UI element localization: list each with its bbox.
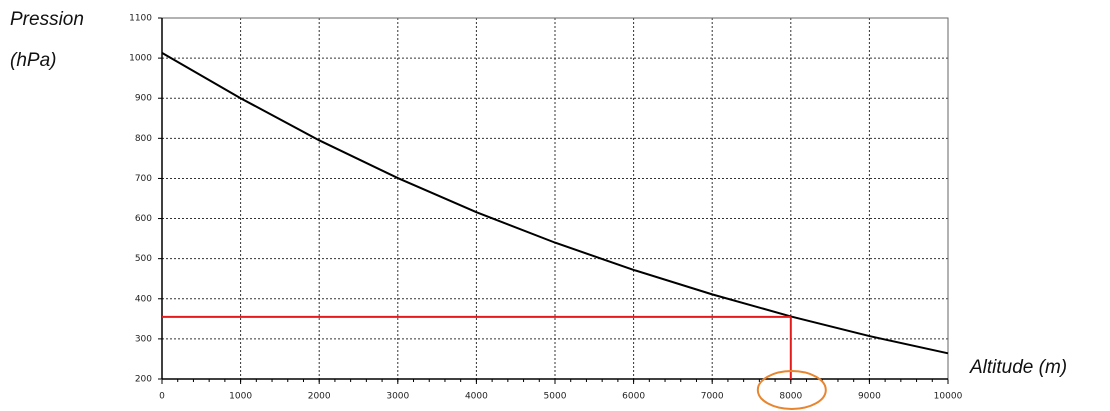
y-tick-label: 800 (135, 134, 152, 144)
x-axis-label: Altitude (m) (969, 357, 1067, 378)
x-tick-label: 2000 (308, 392, 331, 402)
x-tick-label: 5000 (544, 392, 567, 402)
y-tick-label: 1100 (129, 14, 152, 24)
reading-circle (756, 370, 827, 410)
y-tick-label: 500 (135, 254, 152, 264)
x-tick-label: 10000 (934, 392, 963, 402)
x-tick-label: 7000 (701, 392, 724, 402)
x-tick-label: 1000 (229, 392, 252, 402)
y-tick-label: 600 (135, 214, 152, 224)
x-tick-label: 3000 (386, 392, 409, 402)
y-tick-label: 400 (135, 294, 152, 304)
x-tick-label: 8000 (779, 392, 802, 402)
data-line (161, 52, 949, 355)
x-tick-label: 9000 (858, 392, 881, 402)
y-tick-label: 900 (135, 94, 152, 104)
y-axis-label: (hPa) (10, 50, 56, 71)
y-tick-label: 700 (135, 174, 152, 184)
x-tick-label: 4000 (465, 392, 488, 402)
x-tick-label: 0 (159, 392, 165, 402)
x-tick-label: 6000 (622, 392, 645, 402)
y-axis-label: Pression (10, 9, 84, 30)
y-tick-label: 300 (135, 334, 152, 344)
y-tick-label: 200 (135, 375, 152, 385)
y-tick-label: 1000 (129, 54, 152, 64)
